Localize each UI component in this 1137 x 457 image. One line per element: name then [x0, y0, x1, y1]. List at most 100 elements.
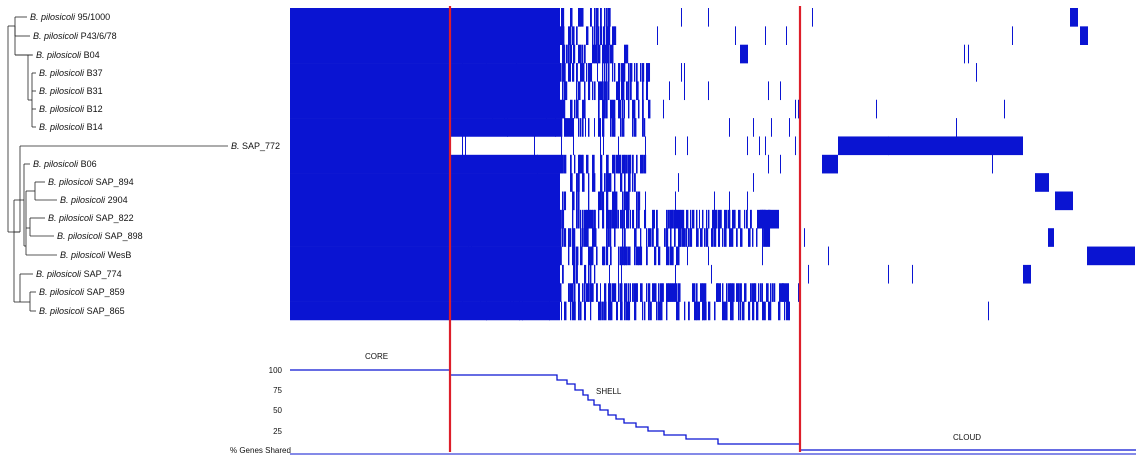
gene-presence-cell	[562, 26, 565, 45]
gene-presence-cell	[486, 301, 487, 321]
gene-presence-cell	[562, 63, 565, 82]
species: pilosicoli	[49, 86, 85, 96]
gene-presence-cell	[561, 8, 562, 27]
gene-presence-cell	[632, 118, 634, 137]
gene-presence-cell	[618, 283, 620, 302]
strain-id: SAP_894	[96, 177, 134, 187]
strain-label: B. pilosicoli B06	[33, 159, 97, 169]
gene-presence-cell	[606, 99, 608, 119]
gene-presence-cell	[657, 26, 658, 45]
genus: B.	[48, 177, 57, 187]
gene-presence-cell	[602, 118, 605, 137]
gene-presence-cell	[591, 246, 592, 266]
gene-presence-cell	[626, 209, 628, 229]
gene-presence-cell	[729, 191, 730, 211]
gene-presence-cell	[566, 44, 568, 64]
gene-presence-cell	[612, 118, 615, 137]
gene-presence-cell	[594, 118, 595, 137]
gene-presence-cell	[648, 283, 651, 302]
gene-presence-cell	[600, 191, 602, 211]
gene-presence-cell	[462, 63, 463, 82]
gene-presence-cell	[676, 209, 679, 229]
gene-presence-cell	[730, 228, 732, 247]
gene-presence-cell	[468, 228, 469, 247]
gene-presence-cell	[471, 209, 472, 229]
gene-presence-cell	[614, 154, 616, 174]
gene-presence-cell	[588, 81, 591, 101]
gene-presence-cell	[624, 246, 627, 266]
gene-presence-cell	[735, 26, 736, 45]
gene-presence-cell	[561, 301, 562, 321]
gene-presence-cell	[686, 228, 688, 247]
gene-presence-cell	[624, 63, 626, 82]
gene-presence-cell	[584, 99, 586, 119]
gene-presence-cell	[610, 283, 612, 302]
gene-presence-cell	[450, 26, 560, 45]
gene-presence-cell	[784, 301, 786, 321]
gene-presence-cell	[573, 264, 574, 284]
gene-presence-cell	[1055, 191, 1073, 211]
gene-presence-cell	[726, 301, 728, 321]
gene-presence-cell	[580, 301, 582, 321]
gene-presence-cell	[531, 26, 532, 45]
gene-presence-cell	[612, 63, 614, 82]
gene-presence-cell	[598, 81, 601, 101]
gene-presence-cell	[786, 26, 787, 45]
gene-presence-cell	[534, 136, 535, 156]
gene-presence-cell	[528, 8, 529, 27]
gene-presence-cell	[608, 44, 610, 64]
gene-presence-cell	[560, 283, 562, 302]
gene-presence-cell	[624, 246, 625, 266]
gene-presence-cell	[770, 283, 772, 302]
gene-presence-cell	[570, 154, 572, 174]
gene-presence-cell	[658, 283, 660, 302]
gene-presence-cell	[648, 99, 651, 119]
strain-id: SAP_822	[96, 213, 134, 223]
gene-presence-cell	[660, 283, 663, 302]
gene-presence-cell	[572, 209, 574, 229]
gene-presence-cell	[562, 209, 565, 229]
gene-presence-cell	[698, 301, 701, 321]
gene-presence-cell	[992, 154, 993, 174]
gene-presence-cell	[734, 209, 736, 229]
gene-presence-cell	[1048, 228, 1054, 247]
gene-presence-cell	[597, 8, 598, 27]
gene-presence-cell	[492, 99, 493, 119]
gene-presence-cell	[702, 209, 704, 229]
gene-presence-cell	[604, 283, 607, 302]
gene-presence-cell	[578, 118, 580, 137]
genus: B.	[36, 50, 45, 60]
gene-presence-cell	[519, 191, 520, 211]
gene-presence-cell	[608, 301, 611, 321]
strain-label: B. pilosicoli SAP_894	[48, 177, 134, 187]
strain-label: B. pilosicoli SAP_822	[48, 213, 134, 223]
gene-presence-cell	[694, 283, 696, 302]
gene-presence-cell	[789, 301, 790, 321]
gene-presence-cell	[486, 44, 487, 64]
strain-id: SAP_865	[87, 306, 125, 316]
strain-label: B. pilosicoli SAP_859	[39, 287, 125, 297]
gene-share-profile: % Genes Shared 100 75 50 25 CORE SHELL C…	[230, 352, 1136, 455]
gene-presence-cell	[600, 154, 603, 174]
region-cloud-label: CLOUD	[953, 433, 981, 442]
gene-presence-cell	[670, 228, 672, 247]
gene-presence-cell	[598, 118, 601, 137]
gene-presence-cell	[726, 283, 728, 302]
gene-presence-cell	[612, 191, 615, 211]
gene-presence-cell	[612, 44, 613, 64]
gene-presence-cell	[584, 209, 587, 229]
gene-presence-cell	[624, 283, 626, 302]
gene-presence-cell	[636, 191, 638, 211]
gene-presence-cell	[519, 301, 520, 321]
gene-presence-cell	[632, 173, 634, 192]
gene-presence-cell	[570, 99, 573, 119]
gene-presence-cell	[779, 283, 789, 302]
gene-presence-cell	[573, 44, 574, 64]
gene-presence-cell	[564, 99, 566, 119]
phylogenetic-tree	[7, 16, 228, 312]
gene-presence-cell	[622, 81, 625, 101]
gene-presence-cell	[768, 154, 769, 174]
gene-presence-cell	[450, 209, 560, 229]
gene-presence-cell	[720, 283, 721, 302]
